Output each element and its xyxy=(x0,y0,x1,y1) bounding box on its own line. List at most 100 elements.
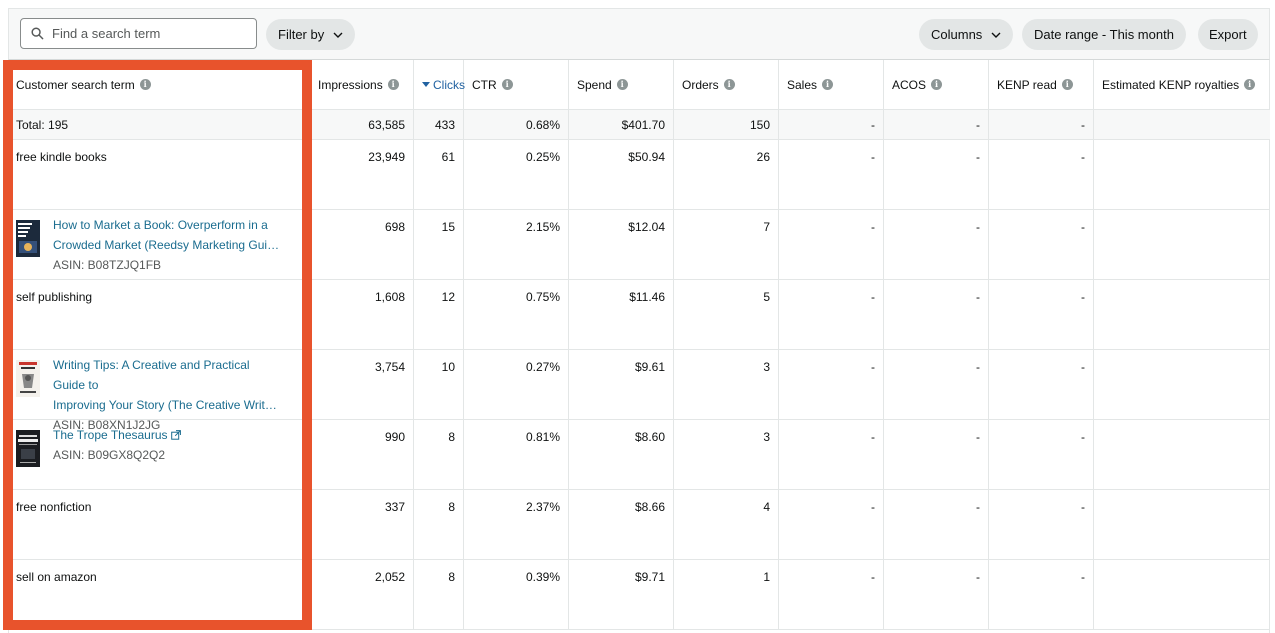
orders-value: 4 xyxy=(674,490,779,559)
table-row: free kindle books 23,949 61 0.25% $50.94… xyxy=(8,140,1270,210)
info-icon[interactable]: i xyxy=(139,79,151,90)
col-header-acos[interactable]: ACOS i xyxy=(884,60,989,109)
acos-value: - xyxy=(884,560,989,629)
search-term-product: How to Market a Book: Overperform in a Cr… xyxy=(8,210,310,279)
info-icon[interactable]: i xyxy=(822,79,834,90)
search-input[interactable] xyxy=(52,26,242,41)
book-cover-thumbnail[interactable] xyxy=(16,220,40,257)
acos-value: - xyxy=(884,280,989,349)
ctr-value: 0.39% xyxy=(464,560,569,629)
book-cover-thumbnail[interactable] xyxy=(16,360,40,397)
kenp-read-value: - xyxy=(989,210,1094,279)
sales-value: - xyxy=(779,210,884,279)
date-range-label: Date range - This month xyxy=(1034,27,1174,42)
kenp-royalties-value xyxy=(1094,350,1270,419)
total-kenp-read: - xyxy=(989,110,1094,139)
sales-value: - xyxy=(779,350,884,419)
search-term-product: The Trope Thesaurus ASIN: B09GX8Q2Q2 xyxy=(8,420,310,489)
acos-value: - xyxy=(884,350,989,419)
product-title-link[interactable]: Writing Tips: A Creative and Practical G… xyxy=(53,358,283,412)
col-header-ctr[interactable]: CTR i xyxy=(464,60,569,109)
search-term-text: free kindle books xyxy=(8,140,310,209)
orders-value: 1 xyxy=(674,560,779,629)
kenp-read-value: - xyxy=(989,560,1094,629)
book-cover-thumbnail[interactable] xyxy=(16,430,40,467)
sales-value: - xyxy=(779,140,884,209)
total-label: Total: 195 xyxy=(8,110,310,139)
export-button[interactable]: Export xyxy=(1198,19,1258,50)
col-header-kenp-read[interactable]: KENP read i xyxy=(989,60,1094,109)
product-title-link[interactable]: The Trope Thesaurus xyxy=(53,425,283,445)
col-header-impressions[interactable]: Impressions i xyxy=(310,60,414,109)
col-header-clicks[interactable]: Clicks xyxy=(414,60,465,109)
sales-value: - xyxy=(779,420,884,489)
external-link-icon xyxy=(170,430,181,440)
table-header-row: Customer search term i Impressions i Click… xyxy=(8,60,1270,110)
total-sales: - xyxy=(779,110,884,139)
info-icon[interactable]: i xyxy=(501,79,513,90)
ctr-value: 0.81% xyxy=(464,420,569,489)
total-orders: 150 xyxy=(674,110,779,139)
search-term-product: Writing Tips: A Creative and Practical G… xyxy=(8,350,310,432)
ctr-value: 2.15% xyxy=(464,210,569,279)
search-term-text: free nonfiction xyxy=(8,490,310,559)
info-icon[interactable]: i xyxy=(387,79,399,90)
kenp-read-value: - xyxy=(989,140,1094,209)
total-ctr: 0.68% xyxy=(464,110,569,139)
asin-text: ASIN: B08XN1J2JG xyxy=(53,418,161,432)
spend-value: $9.61 xyxy=(569,350,674,419)
kenp-royalties-value xyxy=(1094,560,1270,629)
asin-text: ASIN: B09GX8Q2Q2 xyxy=(53,448,166,462)
acos-value: - xyxy=(884,210,989,279)
info-icon[interactable]: i xyxy=(931,79,943,90)
info-icon[interactable]: i xyxy=(1061,79,1073,90)
ctr-value: 0.75% xyxy=(464,280,569,349)
kenp-read-value: - xyxy=(989,420,1094,489)
orders-value: 3 xyxy=(674,350,779,419)
info-icon[interactable]: i xyxy=(723,79,735,90)
total-acos: - xyxy=(884,110,989,139)
search-icon xyxy=(31,27,44,40)
col-header-spend[interactable]: Spend i xyxy=(569,60,674,109)
clicks-value: 61 xyxy=(414,140,464,209)
clicks-value: 12 xyxy=(414,280,464,349)
kenp-royalties-value xyxy=(1094,140,1270,209)
clicks-value: 8 xyxy=(414,560,464,629)
info-icon[interactable]: i xyxy=(1244,79,1256,90)
sort-descending-icon xyxy=(422,82,430,87)
clicks-value: 8 xyxy=(414,420,464,489)
table-row: How to Market a Book: Overperform in a Cr… xyxy=(8,210,1270,280)
sales-value: - xyxy=(779,560,884,629)
total-clicks: 433 xyxy=(414,110,464,139)
impressions-value: 698 xyxy=(310,210,414,279)
info-icon[interactable]: i xyxy=(616,79,628,90)
table-row: sell on amazon 2,052 8 0.39% $9.71 1 - -… xyxy=(8,560,1270,630)
date-range-button[interactable]: Date range - This month xyxy=(1022,19,1186,50)
kenp-royalties-value xyxy=(1094,490,1270,559)
col-header-search-term[interactable]: Customer search term i xyxy=(8,60,310,109)
total-spend: $401.70 xyxy=(569,110,674,139)
spend-value: $12.04 xyxy=(569,210,674,279)
col-header-sales[interactable]: Sales i xyxy=(779,60,884,109)
search-box[interactable] xyxy=(20,18,257,49)
search-term-text: self publishing xyxy=(8,280,310,349)
filter-by-button[interactable]: Filter by xyxy=(266,19,356,50)
asin-text: ASIN: B08TZJQ1FB xyxy=(53,258,162,272)
kenp-royalties-value xyxy=(1094,280,1270,349)
total-kenp-royalties xyxy=(1094,110,1270,139)
kenp-read-value: - xyxy=(989,490,1094,559)
col-header-kenp-royalties[interactable]: Estimated KENP royalties i xyxy=(1094,60,1270,109)
chevron-down-icon xyxy=(991,32,1001,38)
clicks-value: 15 xyxy=(414,210,464,279)
col-header-orders[interactable]: Orders i xyxy=(674,60,779,109)
spend-value: $8.66 xyxy=(569,490,674,559)
chevron-down-icon xyxy=(333,32,343,38)
product-title-link[interactable]: How to Market a Book: Overperform in a Cr… xyxy=(53,218,283,252)
total-impressions: 63,585 xyxy=(310,110,414,139)
clicks-value: 8 xyxy=(414,490,464,559)
acos-value: - xyxy=(884,140,989,209)
sales-value: - xyxy=(779,490,884,559)
search-term-text: sell on amazon xyxy=(8,560,310,629)
columns-button[interactable]: Columns xyxy=(919,19,1014,50)
impressions-value: 1,608 xyxy=(310,280,414,349)
